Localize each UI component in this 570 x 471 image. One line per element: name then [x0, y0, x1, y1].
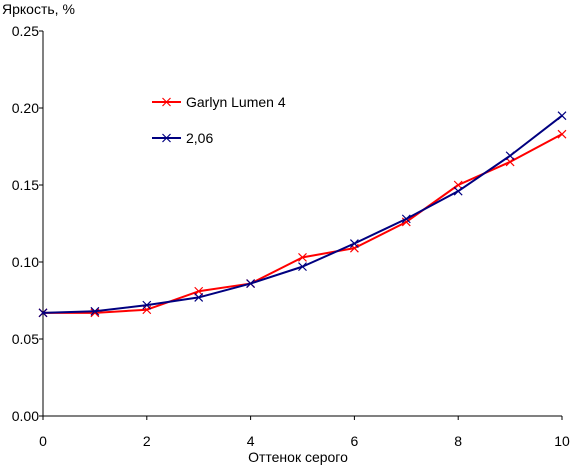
series-2-point [401, 214, 411, 224]
y-tick-label: 0.25 [12, 23, 39, 39]
series-2-point [90, 306, 100, 316]
y-axis-title: Яркость, % [2, 1, 75, 17]
legend-label-1: Garlyn Lumen 4 [186, 94, 286, 110]
series-2-point [194, 292, 204, 302]
series-1-point [298, 252, 307, 262]
legend-label-2: 2,06 [186, 130, 213, 146]
x-tick-label: 8 [454, 433, 462, 449]
y-tick-label: 0.05 [12, 331, 39, 347]
x-tick-label: 0 [39, 433, 47, 449]
series-2-point [349, 239, 359, 248]
series-line-2 [42, 114, 563, 314]
y-tick-label: 0.10 [12, 254, 39, 270]
x-tick-label: 6 [351, 433, 359, 449]
x-tick-label: 10 [554, 433, 570, 449]
y-tick-label: 0.15 [12, 177, 39, 193]
series-line-1 [43, 133, 563, 314]
series-2-point [298, 262, 307, 272]
series-1-point [557, 129, 567, 139]
series-2-point [557, 111, 567, 121]
x-tick-label: 4 [247, 433, 255, 449]
x-tick-label: 2 [143, 433, 151, 449]
series-2-point [505, 151, 515, 161]
series-2-point [453, 186, 463, 196]
series-2-point [38, 308, 48, 318]
y-tick-label: 0.20 [12, 100, 39, 116]
legend-marker-1 [162, 97, 171, 107]
legend-marker-2 [162, 133, 171, 143]
series-2-point [142, 300, 152, 310]
x-axis-title: Оттенок серого [248, 449, 348, 465]
y-tick-label: 0.00 [12, 408, 39, 424]
series-2-point [246, 279, 256, 288]
